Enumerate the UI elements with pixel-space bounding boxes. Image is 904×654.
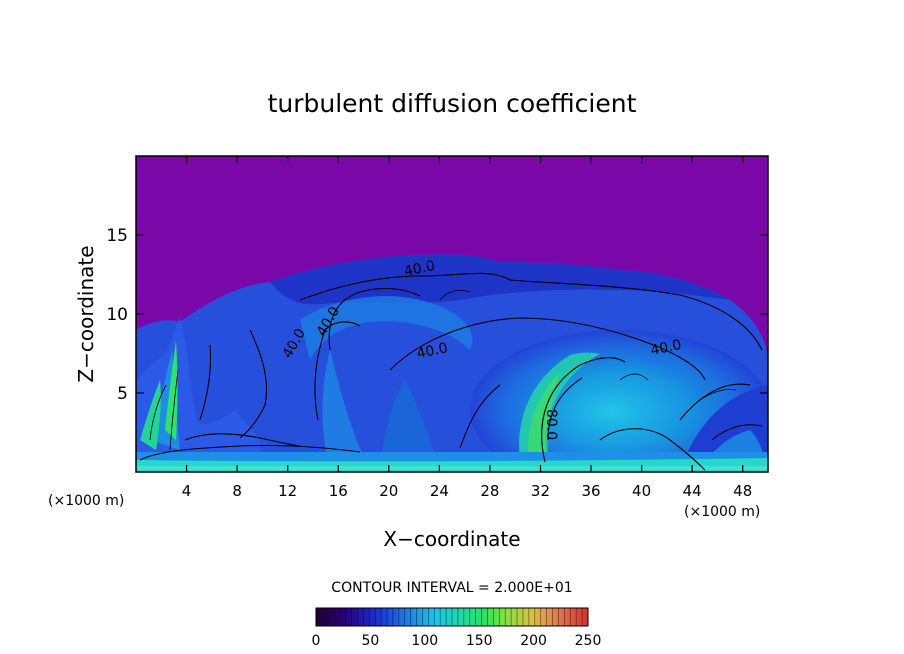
- colorbar-tick-label: 150: [466, 633, 493, 649]
- y-tick-label: 10: [106, 305, 128, 325]
- x-tick-label: 36: [581, 482, 600, 500]
- y-axis-label: Z−coordinate: [74, 245, 98, 382]
- x-axis-label: X−coordinate: [383, 527, 520, 551]
- x-tick-label: 28: [480, 482, 499, 500]
- contour-label: 40.0: [403, 258, 437, 280]
- colorbar-tick-label: 200: [520, 633, 547, 649]
- x-unit-left: (×1000 m): [48, 493, 124, 509]
- colorbar-ticks: 0 50 100 150 200 250: [312, 633, 602, 649]
- colorbar-tick-label: 50: [361, 633, 379, 649]
- contour-label: 40.0: [649, 337, 683, 359]
- y-tick-label: 5: [117, 384, 128, 404]
- contour-label: 80.0: [543, 409, 559, 440]
- contour-interval: CONTOUR INTERVAL = 2.000E+01: [331, 580, 572, 596]
- contour-lines: [139, 272, 763, 471]
- colorbar: 0 50 100 150 200 250: [312, 607, 602, 649]
- x-tick-label: 12: [278, 482, 297, 500]
- contour-label: 40.0: [415, 340, 449, 362]
- colorbar-tick-label: 0: [312, 633, 321, 649]
- x-tick-label: 20: [379, 482, 398, 500]
- colorbar-stripes: [321, 608, 583, 626]
- y-axis: 5 10 15: [106, 226, 768, 404]
- x-tick-label: 8: [232, 482, 242, 500]
- y-tick-label: 15: [106, 226, 128, 246]
- colorbar-tick-label: 100: [411, 633, 438, 649]
- chart-title: turbulent diffusion coefficient: [268, 89, 637, 118]
- x-tick-label: 24: [430, 482, 449, 500]
- x-tick-label: 16: [329, 482, 348, 500]
- x-tick-label: 40: [632, 482, 651, 500]
- x-tick-label: 48: [733, 482, 752, 500]
- field-heatmap: [136, 156, 768, 472]
- x-tick-label: 32: [531, 482, 550, 500]
- x-tick-label: 4: [182, 482, 192, 500]
- x-axis: 4 8 12 16 20 24 28 32 36 40 44 48: [182, 156, 752, 500]
- x-unit-right: (×1000 m): [684, 504, 760, 520]
- colorbar-tick-label: 250: [575, 633, 602, 649]
- x-tick-label: 44: [683, 482, 702, 500]
